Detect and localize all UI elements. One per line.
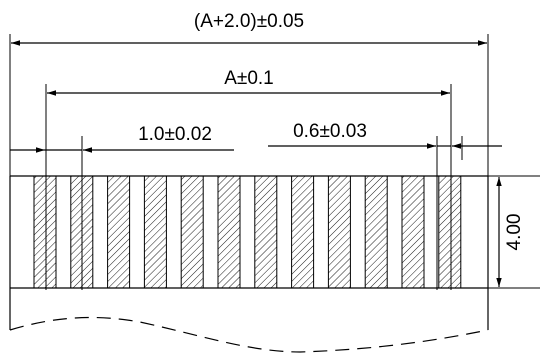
pitch-span-label: A±0.1 [224,68,274,89]
pad-width-dimension: 0.6±0.03 [268,121,502,290]
contact-pad [438,175,462,289]
contact-pad [107,175,131,289]
contact-pad [364,175,388,289]
contact-pad [180,175,204,289]
contact-pad [291,175,315,289]
contact-pad [70,175,94,289]
contact-pad [401,175,425,289]
pitch-span-dimension: A±0.1 [45,68,452,290]
height-dimension: 4.00 [488,175,540,289]
overall-width-label: (A+2.0)±0.05 [194,11,304,32]
contact-pads [33,175,462,289]
contact-pad [217,175,241,289]
contact-pad [327,175,351,289]
pad-width-label: 0.6±0.03 [293,121,367,142]
fpc-body [9,175,489,330]
contact-pad [33,175,57,289]
height-label: 4.00 [504,214,525,251]
contact-pad [143,175,167,289]
break-line [9,316,489,353]
contact-pad [254,175,278,289]
pitch-label: 1.0±0.02 [138,124,212,145]
